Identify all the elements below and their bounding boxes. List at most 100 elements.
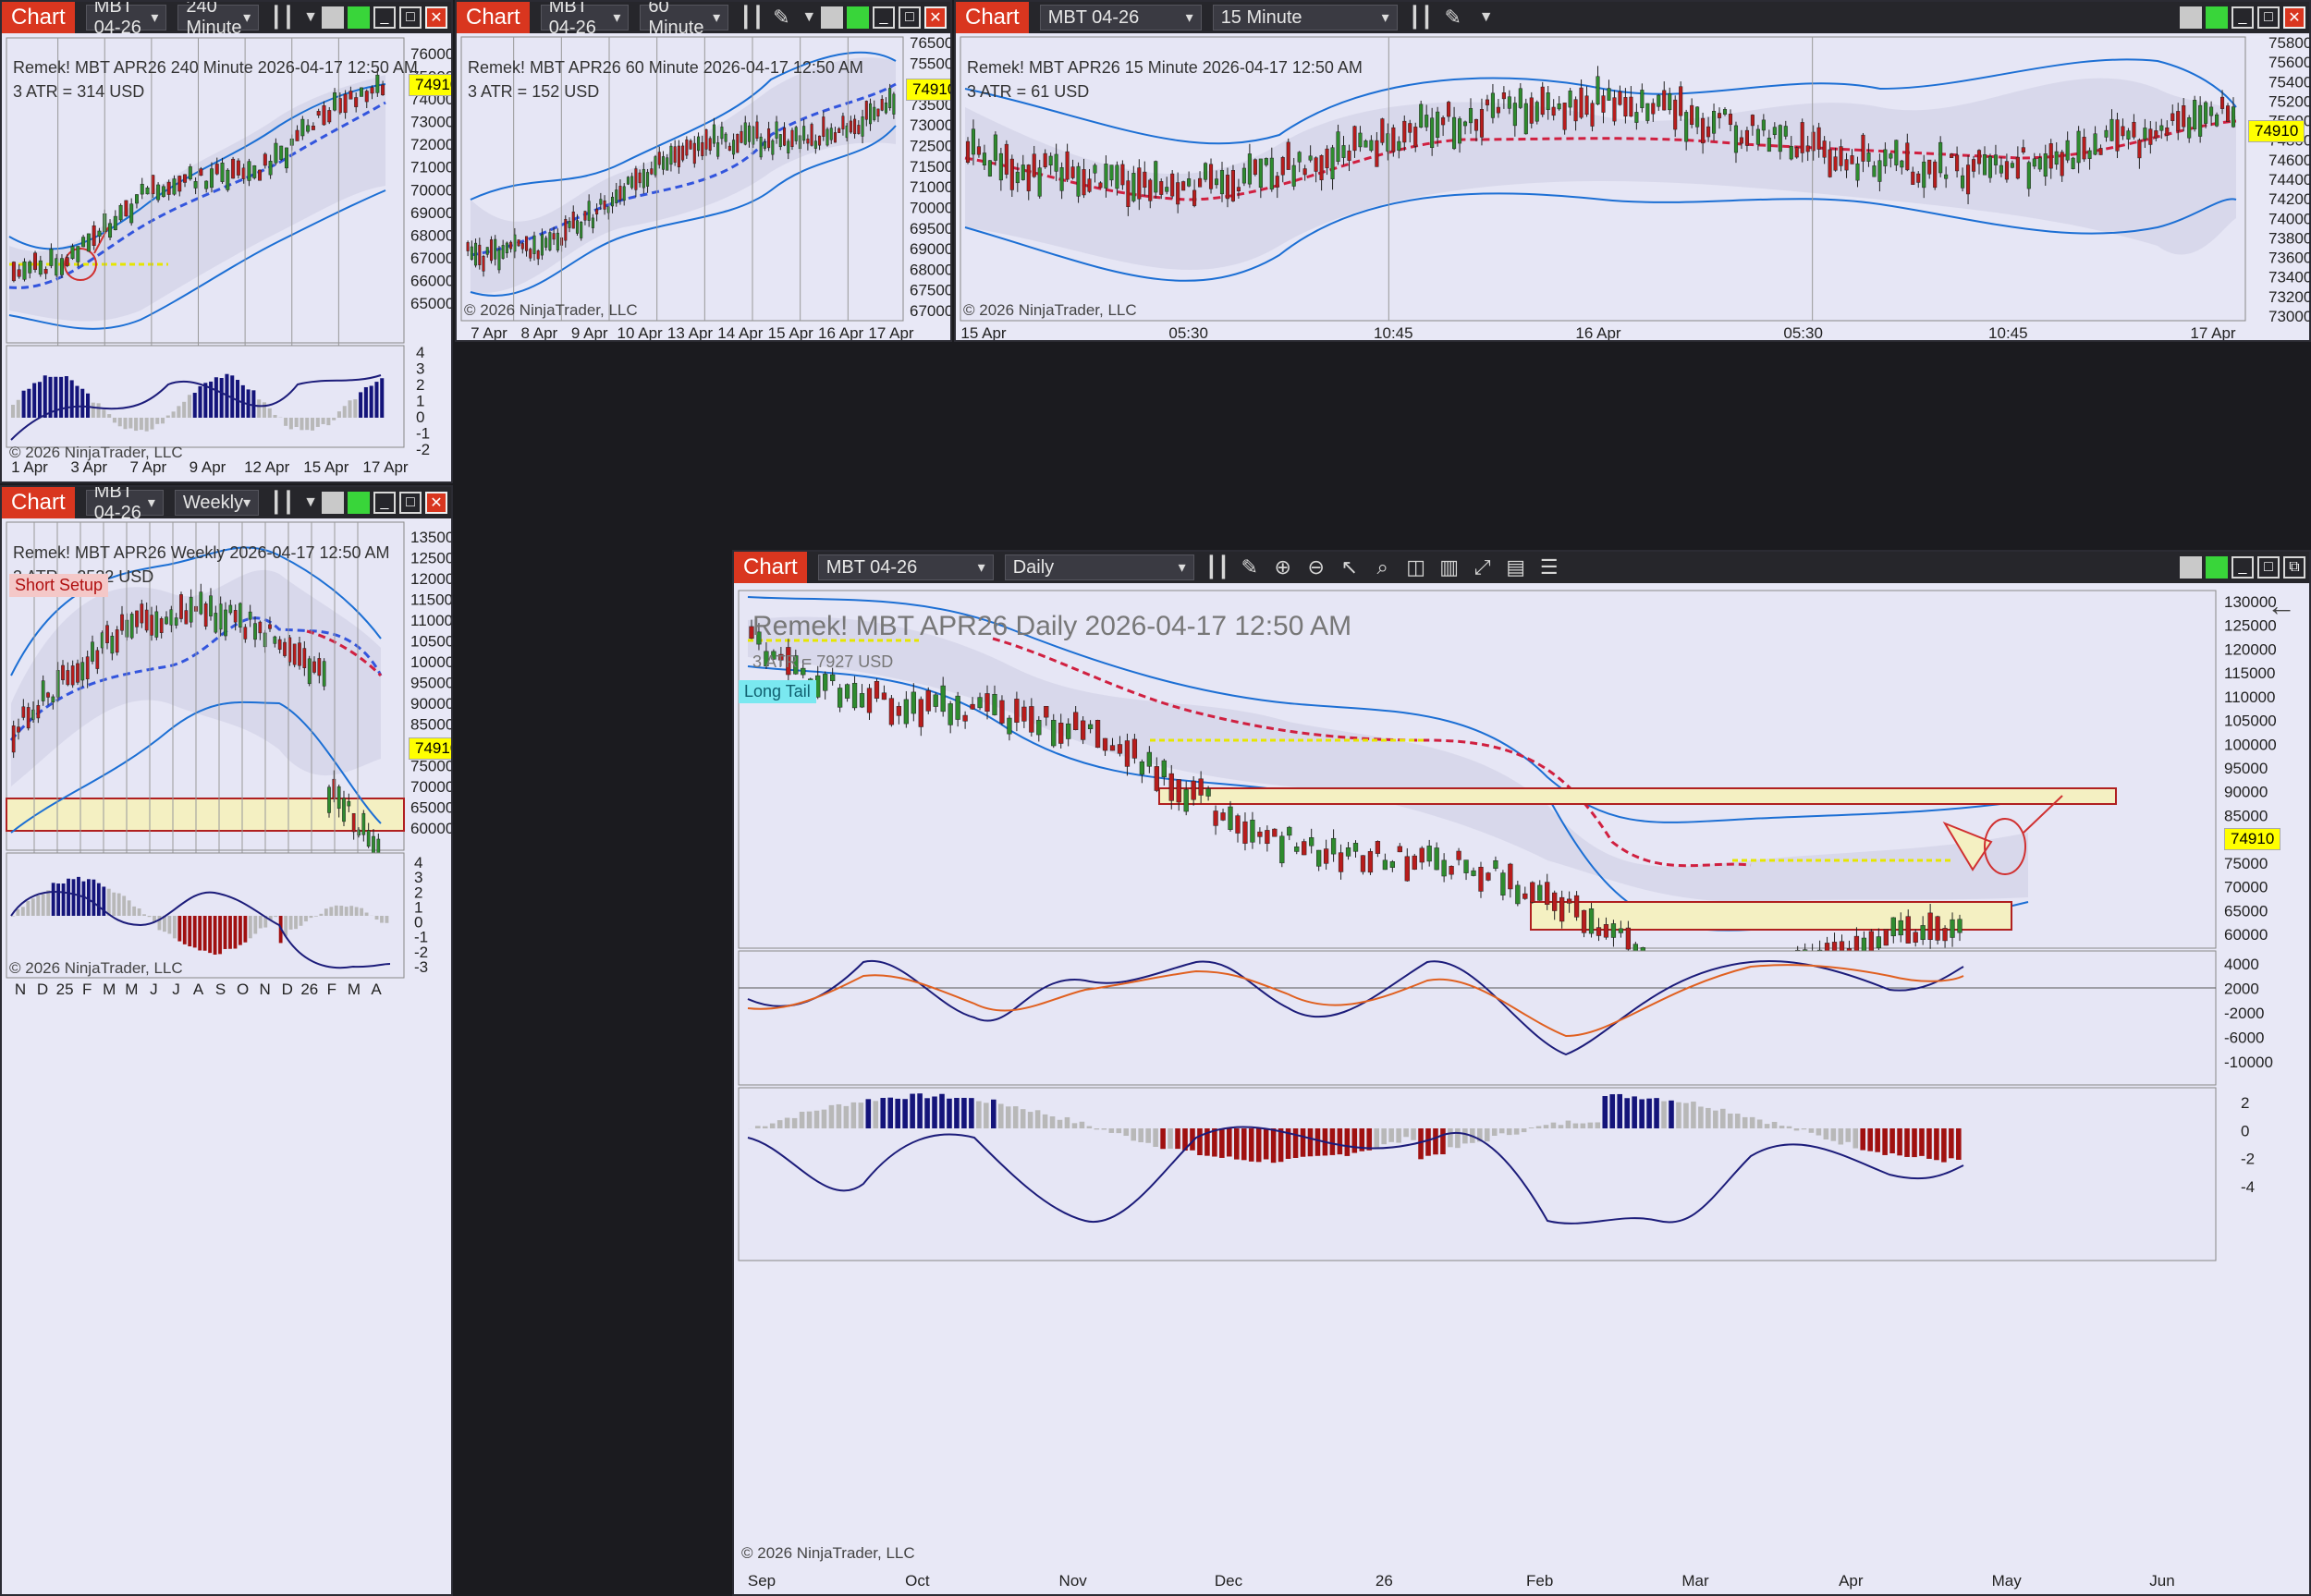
price-axis-label: -2	[2241, 1151, 2255, 1168]
chart-plot-area[interactable]: 7600075000740007300072000710007000069000…	[2, 33, 451, 481]
candle-body	[2143, 128, 2147, 140]
chevron-down-icon[interactable]: ▼	[303, 9, 318, 25]
chevron-down-icon: ▾	[977, 560, 985, 576]
minimize-button[interactable]: _	[373, 492, 396, 514]
chart-plot-area[interactable]: 135000 125000 120000 115000 110000 105000 1000…	[2, 518, 451, 1594]
candle-body	[1220, 812, 1226, 821]
link-button[interactable]	[2180, 556, 2202, 579]
maximize-button[interactable]: □	[399, 6, 422, 29]
zoom-in-icon[interactable]: ⊕	[1274, 555, 1291, 579]
chart-plot-area[interactable]: 7580075600754007520075000748007460074400…	[956, 33, 2309, 340]
drawing-tool-icon[interactable]: ✎	[1444, 6, 1461, 29]
candle-body	[728, 145, 731, 152]
bar-style-icon[interactable]: ┃┃	[270, 491, 295, 514]
chevron-down-icon[interactable]: ▼	[303, 494, 318, 510]
candle-body	[536, 250, 540, 260]
link-button[interactable]	[322, 6, 344, 29]
oscillator-bar	[1005, 1106, 1011, 1128]
instrument-link-button[interactable]	[2206, 556, 2228, 579]
minimize-button[interactable]: _	[2232, 556, 2254, 579]
candle-body	[1341, 145, 1346, 158]
chart-menu-button[interactable]: Chart	[2, 2, 75, 33]
templates-icon[interactable]: ▤	[1506, 555, 1526, 579]
bar-style-icon[interactable]: ┃┃	[740, 6, 764, 29]
candle-body	[1187, 178, 1192, 187]
maximize-button[interactable]: □	[399, 492, 422, 514]
oscillator-bar	[102, 409, 106, 418]
maximize-button[interactable]: □	[2257, 6, 2280, 29]
instrument-selector[interactable]: MBT 04-26 ▾	[540, 2, 630, 38]
link-button[interactable]	[821, 6, 843, 29]
close-button[interactable]: ✕	[425, 492, 447, 514]
restore-button[interactable]: ⧉	[2283, 556, 2305, 579]
candle-body	[140, 183, 144, 195]
drawing-tool-icon[interactable]: ✎	[1241, 555, 1258, 579]
price-axis-label: 71000	[410, 159, 453, 177]
chart-menu-button[interactable]: Chart	[734, 552, 807, 583]
candle-body	[1014, 699, 1020, 723]
chevron-down-icon[interactable]: ▼	[1478, 9, 1494, 25]
minimize-button[interactable]: _	[873, 6, 895, 29]
close-button[interactable]: ✕	[425, 6, 447, 29]
candle-body	[1573, 99, 1578, 122]
pointer-icon[interactable]: ↖	[1340, 555, 1358, 579]
bar-style-icon[interactable]: ┃┃	[1408, 6, 1434, 29]
properties-icon[interactable]: ◫	[1406, 555, 1426, 579]
data-box-icon[interactable]: ⌕	[1376, 555, 1388, 579]
candle-body	[1501, 92, 1506, 100]
candle-body	[263, 153, 267, 166]
interval-selector[interactable]: 15 Minute ▾	[1212, 5, 1398, 30]
oscillator-bar	[182, 401, 187, 418]
interval-selector[interactable]: 60 Minute ▾	[640, 2, 729, 38]
maximize-button[interactable]: □	[2257, 556, 2280, 579]
bar-style-icon[interactable]: ┃┃	[1204, 555, 1230, 579]
bar-style-icon[interactable]: ┃┃	[270, 6, 295, 29]
candle-body	[1404, 856, 1410, 882]
date-axis-label: Dec	[1215, 1572, 1243, 1590]
instrument-selector[interactable]: MBT 04-26 ▾	[817, 554, 994, 580]
instrument-selector[interactable]: MBT 04-26 ▾	[85, 487, 164, 523]
zoom-out-icon[interactable]: ⊖	[1307, 555, 1325, 579]
chart-menu-button[interactable]: Chart	[956, 2, 1029, 33]
date-axis-label: 26	[1376, 1572, 1393, 1590]
chart-plot-area[interactable]: 130000 125000 120000 115000 110000 105000 1000…	[734, 583, 2309, 1594]
minimize-button[interactable]: _	[373, 6, 396, 29]
price-axis-label: 75200	[2268, 92, 2311, 110]
chart-menu-button[interactable]: Chart	[2, 487, 75, 518]
chart-menu-button[interactable]: Chart	[457, 2, 530, 33]
close-button[interactable]: ✕	[2283, 6, 2305, 29]
oscillator-bar	[769, 1123, 776, 1128]
instrument-selector[interactable]: MBT 04-26 ▾	[1039, 5, 1202, 30]
interval-selector[interactable]: Weekly ▾	[174, 490, 260, 516]
interval-selector[interactable]: Daily ▾	[1004, 554, 1194, 580]
maximize-button[interactable]: □	[899, 6, 921, 29]
candle-body	[2098, 148, 2103, 155]
strategies-icon[interactable]: ▥	[1439, 555, 1460, 579]
minimize-button[interactable]: _	[2232, 6, 2254, 29]
price-axis-label: 60000	[410, 820, 453, 837]
candle-body	[540, 234, 544, 256]
indicators-icon[interactable]: ⤢	[1473, 555, 1491, 579]
list-icon[interactable]: ☰	[1539, 555, 1559, 579]
instrument-link-button[interactable]	[348, 6, 370, 29]
instrument-link-button[interactable]	[847, 6, 869, 29]
instrument-selector[interactable]: MBT 04-26 ▾	[85, 2, 167, 38]
candle-body	[1291, 164, 1296, 187]
close-button[interactable]: ✕	[924, 6, 947, 29]
link-button[interactable]	[322, 492, 344, 514]
link-button[interactable]	[2180, 6, 2202, 29]
candle-body	[351, 812, 356, 833]
candle-body	[864, 101, 868, 120]
back-arrow-icon[interactable]: ←	[2267, 589, 2296, 622]
oscillator-bar	[1278, 1128, 1284, 1163]
candle-body	[501, 245, 505, 259]
instrument-link-button[interactable]	[348, 492, 370, 514]
candle-body	[552, 233, 556, 240]
candle-body	[1070, 166, 1075, 178]
interval-selector[interactable]: 240 Minute ▾	[177, 2, 260, 38]
chart-plot-area[interactable]: 7650075500745007350073000725007150071000…	[457, 33, 950, 340]
chevron-down-icon[interactable]: ▼	[801, 9, 817, 25]
drawing-tool-icon[interactable]: ✎	[773, 6, 790, 29]
instrument-link-button[interactable]	[2206, 6, 2228, 29]
chart-window-weekly: Chart MBT 04-26 ▾ Weekly ▾ ┃┃ ▼ _ □ ✕	[0, 485, 453, 1596]
